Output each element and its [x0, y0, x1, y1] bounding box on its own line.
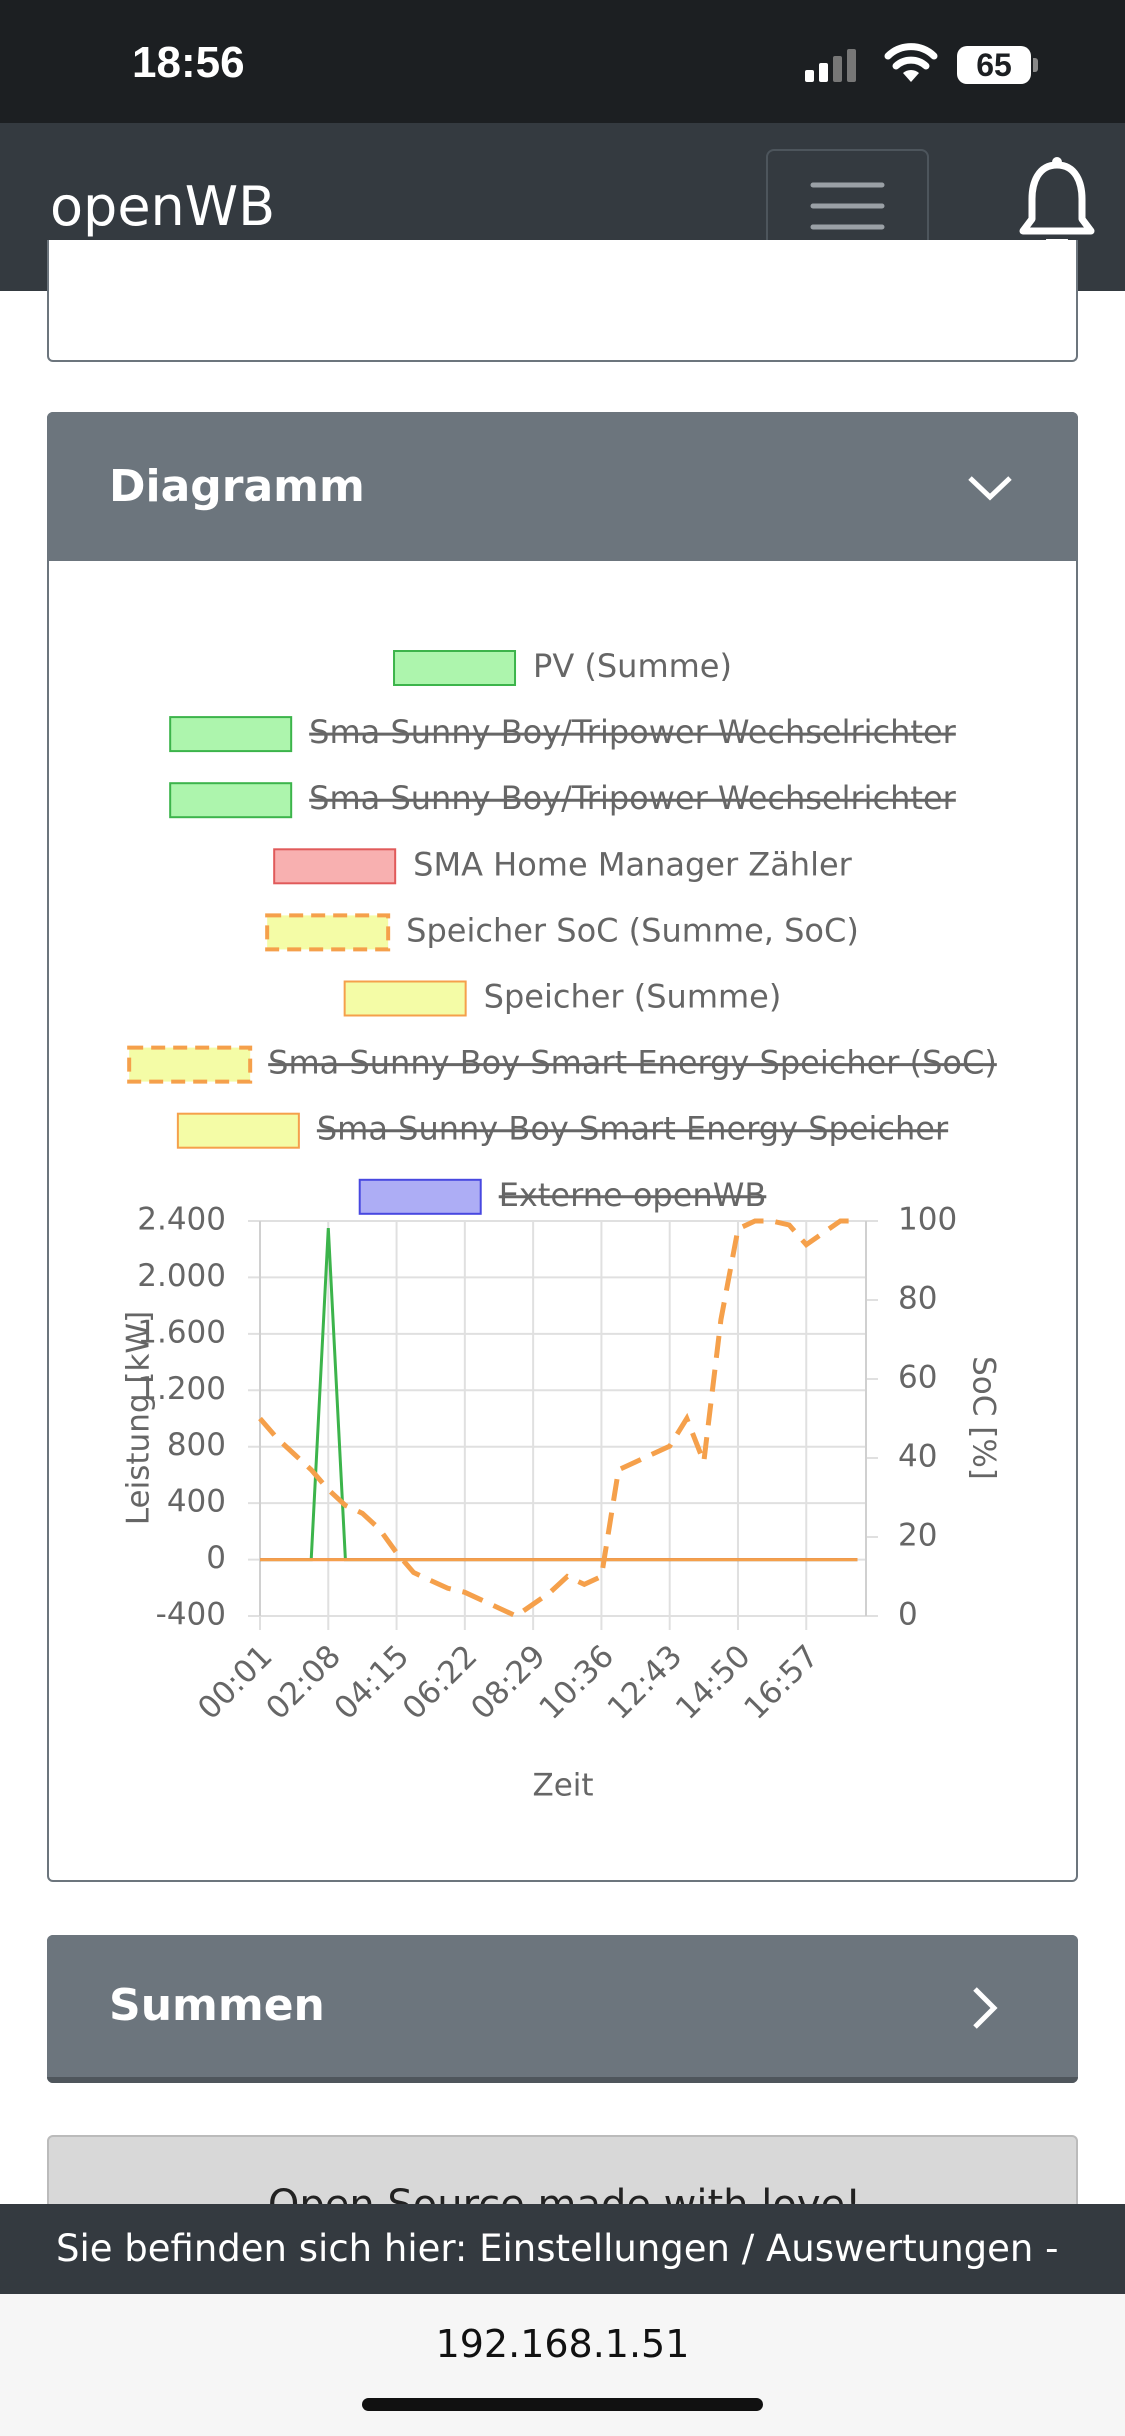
x-tick-label: 06:22: [396, 1638, 485, 1727]
y2-tick-label: 0: [898, 1597, 918, 1633]
legend-label: Sma Sunny Boy Smart Energy Speicher: [317, 1110, 949, 1148]
chevron-right: [973, 1987, 998, 2029]
x-tick-label: 04:15: [328, 1638, 417, 1727]
legend-label: Speicher SoC (Summe, SoC): [406, 911, 859, 949]
x-tick-label: 00:01: [191, 1638, 280, 1727]
y-tick-label: 400: [167, 1484, 226, 1520]
card-shadow: [47, 2077, 1078, 2083]
y2-tick-label: 20: [898, 1518, 937, 1554]
card-title: Diagramm: [109, 461, 365, 512]
hamburger-icon: [810, 182, 885, 230]
legend-label: Sma Sunny Boy/Tripower Wechselrichter: [309, 713, 956, 751]
brand[interactable]: openWB: [50, 175, 276, 238]
battery-tip: [1033, 58, 1038, 72]
status-bar: 18:56 65: [0, 0, 1125, 123]
battery: 65: [957, 46, 1031, 84]
legend-swatch: [169, 782, 293, 819]
legend-swatch: [273, 848, 397, 885]
x-tick-label: 14:50: [669, 1638, 758, 1727]
y-tick-label: -400: [156, 1597, 226, 1633]
y-axis-title: Leistung [kW]: [121, 1311, 157, 1525]
x-tick-label: 16:57: [737, 1638, 826, 1727]
y-tick-label: 1.600: [137, 1314, 226, 1350]
x-tick-label: 02:08: [259, 1638, 348, 1727]
y2-tick-label: 100: [898, 1202, 957, 1238]
chart: Zeit Leistung [kW] SoC [%] -40004008001.…: [121, 647, 1002, 1804]
x-tick-label: 08:29: [464, 1638, 553, 1727]
x-axis-title: Zeit: [532, 1768, 593, 1804]
y-tick-label: 2.400: [137, 1202, 226, 1238]
card-previous: [47, 240, 1078, 362]
series-line: [258, 1218, 858, 1619]
card-header[interactable]: Diagramm: [47, 412, 1078, 561]
clock: 18:56: [132, 38, 245, 87]
card-header: Summen: [47, 1935, 1078, 2077]
chevron-down: [968, 476, 1012, 501]
legend-label: Sma Sunny Boy/Tripower Wechselrichter: [309, 779, 956, 817]
legend-swatch: [127, 1045, 253, 1084]
y-tick-label: 1.200: [137, 1371, 226, 1407]
wifi-icon: [884, 43, 938, 82]
legend-swatch: [343, 980, 467, 1017]
y-tick-label: 800: [167, 1427, 226, 1463]
legend-label: Speicher (Summe): [484, 978, 782, 1016]
legend-swatch: [265, 913, 391, 952]
legend-label: SMA Home Manager Zähler: [413, 845, 852, 883]
x-tick-label: 10:36: [532, 1638, 621, 1727]
card-summen[interactable]: Summen: [47, 1935, 1078, 2083]
home-indicator: [362, 2398, 763, 2411]
x-tick-label: 12:43: [601, 1638, 690, 1727]
legend-swatch: [393, 650, 517, 686]
legend-swatch: [358, 1178, 482, 1215]
y-tick-label: 0: [206, 1540, 226, 1576]
legend-label: PV (Summe): [533, 647, 732, 685]
legend-label: Sma Sunny Boy Smart Energy Speicher (SoC…: [268, 1044, 997, 1082]
legend-label: Externe openWB: [499, 1176, 767, 1214]
browser-bar: 192.168.1.51: [0, 2294, 1125, 2436]
card-title: Summen: [109, 1980, 325, 2031]
signal-icon: [805, 49, 856, 82]
y2-tick-label: 60: [898, 1360, 937, 1396]
breadcrumb: Sie befinden sich hier: Einstellungen / …: [0, 2204, 1125, 2294]
y2-axis-title: SoC [%]: [966, 1356, 1002, 1480]
y2-tick-label: 40: [898, 1439, 937, 1475]
url[interactable]: 192.168.1.51: [435, 2322, 690, 2366]
legend-swatch: [176, 1112, 300, 1149]
y2-tick-label: 80: [898, 1281, 937, 1317]
y-tick-label: 2.000: [137, 1258, 226, 1294]
legend-swatch: [169, 716, 293, 753]
